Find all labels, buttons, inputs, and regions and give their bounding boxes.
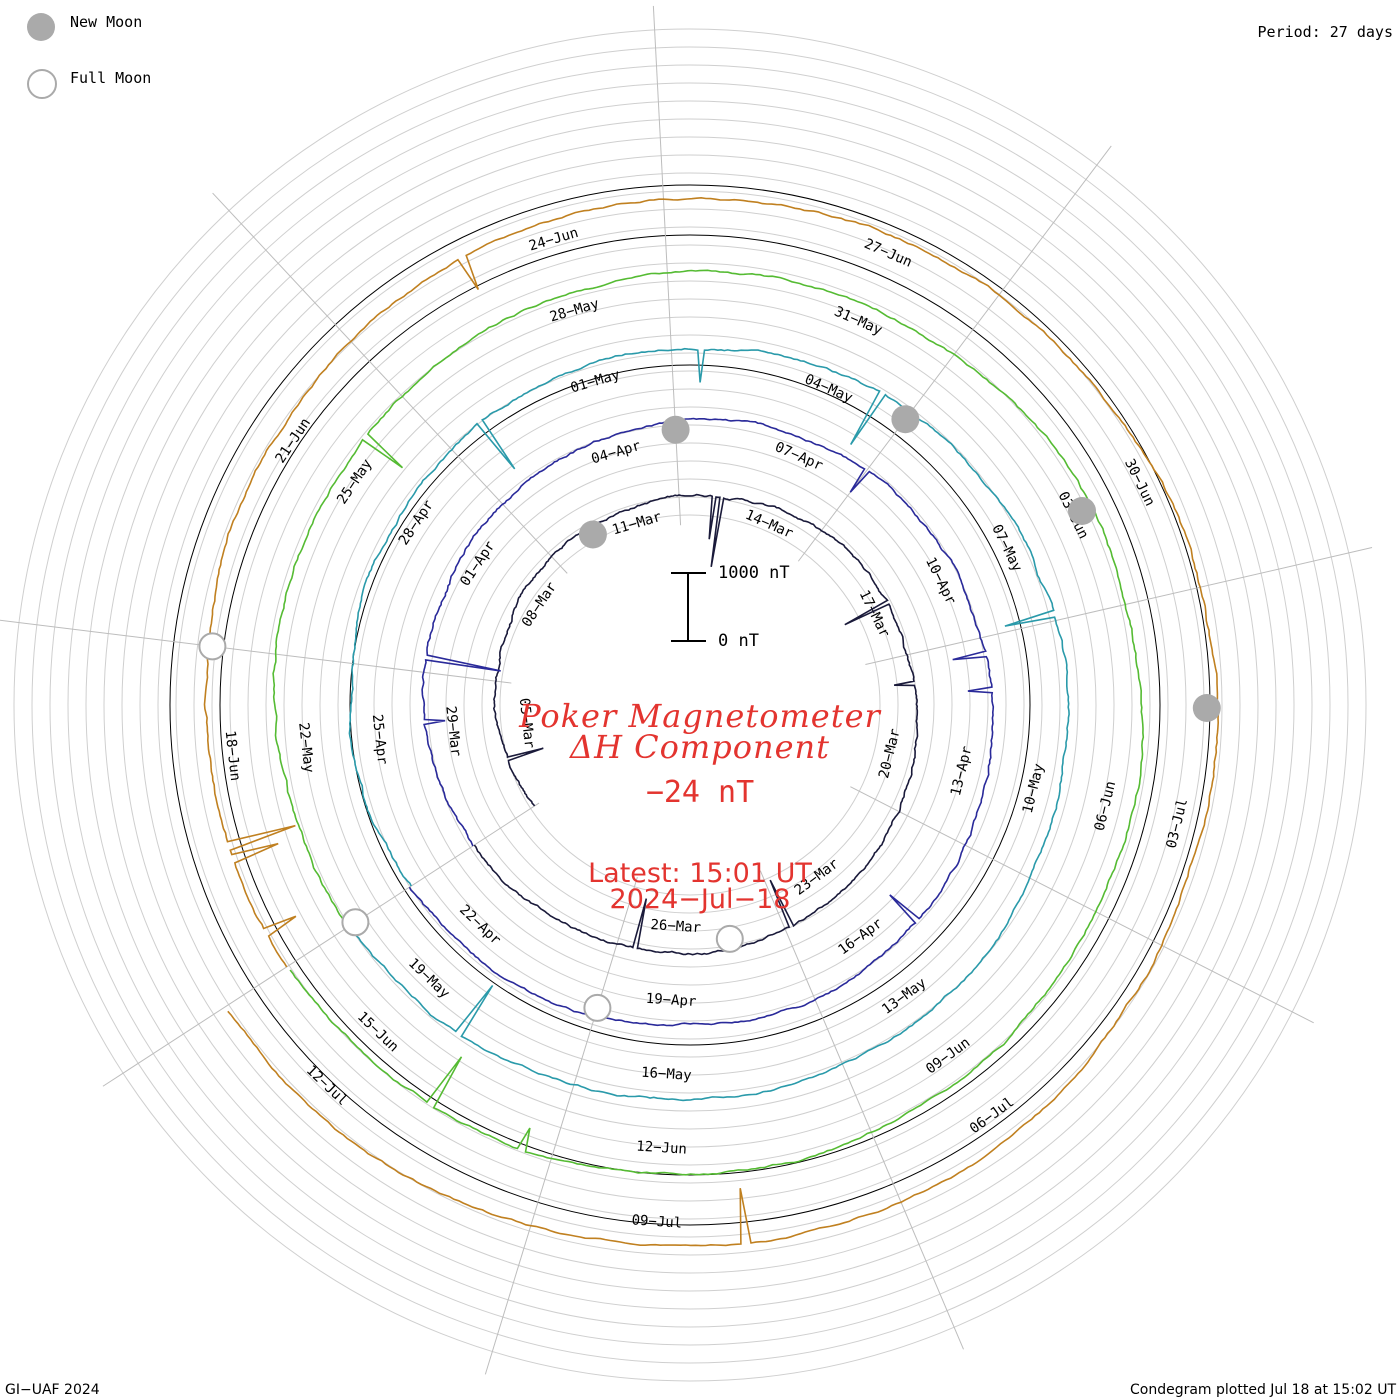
legend-new-moon-label: New Moon <box>70 13 143 31</box>
date-label: 25−Apr <box>369 713 390 765</box>
grid-ring <box>445 460 935 950</box>
date-label: 21−Jun <box>273 415 314 466</box>
new-moon-marker <box>578 520 607 549</box>
date-label: 19−May <box>405 955 453 1002</box>
full-moon-marker <box>583 993 612 1022</box>
full-moon-marker <box>341 908 370 937</box>
credit-left: GI−UAF 2024 <box>5 1382 100 1398</box>
chart-subtitle: ΔH Component <box>569 728 831 766</box>
grid-ring <box>139 154 1241 1256</box>
date-label: 19−Apr <box>645 991 697 1010</box>
date-label: 09−Jul <box>631 1212 683 1231</box>
reference-ring <box>219 234 1161 1176</box>
trace-series-3 <box>348 347 1070 1102</box>
date-label: 15−Jun <box>354 1009 402 1056</box>
grid-ring <box>229 244 1151 1166</box>
grid-spoke <box>102 802 540 1087</box>
trace-series-1 <box>473 493 919 956</box>
scale-bar <box>671 572 706 642</box>
trace-series-2 <box>408 417 995 1027</box>
grid-ring <box>157 172 1223 1238</box>
grid-ring <box>427 442 953 968</box>
grid-ring <box>265 280 1115 1130</box>
grid-ring <box>67 82 1313 1328</box>
grid-ring <box>337 352 1043 1058</box>
new-moon-marker <box>661 415 690 444</box>
grid-ring <box>319 334 1061 1076</box>
date-label: 05−Mar <box>516 697 537 749</box>
grid-ring <box>283 298 1097 1112</box>
credit-right: Condegram plotted Jul 18 at 15:02 UT <box>1129 1382 1396 1398</box>
date-label: 16−Apr <box>835 915 885 958</box>
grid-ring <box>355 370 1025 1040</box>
period-label: Period: 27 days <box>1257 23 1393 41</box>
date-label: 29−Mar <box>442 705 463 757</box>
latest-date: 2024−Jul−18 <box>609 884 791 915</box>
date-label: 18−Jun <box>222 730 243 782</box>
trace-series-4 <box>272 269 1145 1176</box>
data-traces <box>203 196 1220 1247</box>
date-label: 16−May <box>641 1065 693 1084</box>
date-label: 30−Jun <box>1121 456 1158 508</box>
grid-ring <box>373 388 1007 1022</box>
new-moon-marker <box>891 405 920 434</box>
chart-title: Poker Magnetometer <box>519 697 881 735</box>
date-label: 22−May <box>295 722 316 774</box>
date-label: 28−Apr <box>396 497 437 548</box>
date-label: 17−Mar <box>856 588 893 640</box>
date-label: 12−Jun <box>636 1138 688 1157</box>
scale-bottom-label: 0 nT <box>718 631 759 651</box>
reference-ring <box>349 364 1031 1046</box>
date-label: 04−Apr <box>590 438 643 468</box>
new-moon-marker <box>1192 694 1221 722</box>
grid-spoke <box>0 619 512 684</box>
latest-time: Latest: 15:01 UT <box>588 858 812 889</box>
date-label: 27−Jun <box>862 236 915 271</box>
date-label: 01−Apr <box>457 538 498 589</box>
new-moon-icon <box>27 13 55 41</box>
legend-full-moon-label: Full Moon <box>70 69 152 87</box>
grid-spoke <box>865 547 1373 665</box>
grid-ring <box>481 496 899 914</box>
grid-spoke <box>212 192 568 574</box>
date-label: 28−May <box>548 296 601 326</box>
grid-spoke <box>850 786 1314 1024</box>
full-moon-marker <box>715 924 744 953</box>
grid-ring <box>301 316 1079 1094</box>
grid-ring <box>211 226 1169 1184</box>
grid-ring <box>13 28 1367 1382</box>
new-moon-marker <box>1068 497 1096 525</box>
current-value: −24 nT <box>645 775 755 810</box>
grid-ring <box>499 514 881 896</box>
grid-ring <box>103 118 1277 1292</box>
full-moon-marker <box>198 632 227 661</box>
scale-top-label: 1000 nT <box>718 563 790 583</box>
trace-series-5 <box>203 196 1220 1247</box>
moon-markers <box>198 405 1221 1022</box>
grid-ring <box>85 100 1295 1310</box>
grid-ring <box>409 424 971 986</box>
grid-ring <box>247 262 1133 1148</box>
grid-ring <box>31 46 1349 1364</box>
grid-spoke <box>759 870 964 1350</box>
date-label: 26−Mar <box>650 917 702 936</box>
grid-ring <box>121 136 1259 1274</box>
grid-spoke <box>484 876 638 1375</box>
full-moon-icon <box>27 69 57 99</box>
date-label: 25−May <box>334 456 375 507</box>
grid-ring <box>391 406 989 1004</box>
grid-ring <box>49 64 1331 1346</box>
grid-ring <box>193 208 1187 1202</box>
